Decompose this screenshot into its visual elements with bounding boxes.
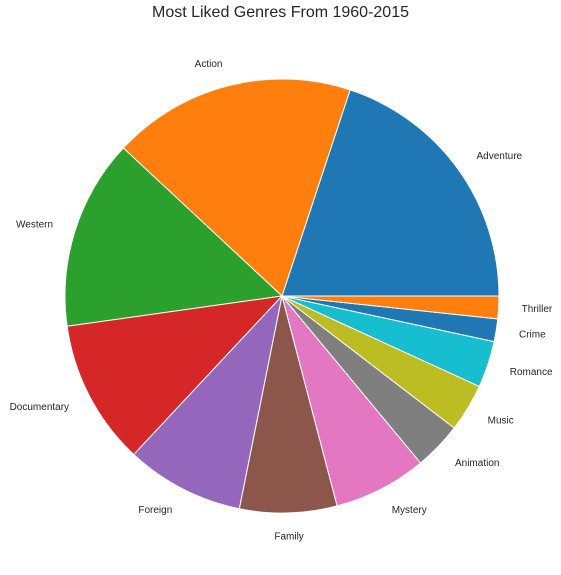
slice-western [64,147,284,327]
slice-label-adventure: Adventure [477,151,523,162]
slice-label-crime: Crime [519,329,546,340]
slice-label-documentary: Documentary [10,402,69,413]
slice-thriller [281,295,500,320]
slice-label-western: Western [16,219,53,230]
slice-label-action: Action [195,59,223,70]
slice-documentary [66,295,284,456]
slice-label-romance: Romance [510,367,553,378]
slice-label-thriller: Thriller [522,304,553,315]
slice-label-foreign: Foreign [138,505,172,516]
slice-label-animation: Animation [455,458,499,469]
slice-label-music: Music [488,415,514,426]
slice-adventure [281,89,500,297]
chart-title: Most Liked Genres From 1960-2015 [151,4,409,21]
slice-action [122,78,351,297]
slice-label-family: Family [274,531,303,542]
slice-label-mystery: Mystery [392,505,427,516]
slice-foreign [133,294,283,510]
slice-family [238,295,338,514]
